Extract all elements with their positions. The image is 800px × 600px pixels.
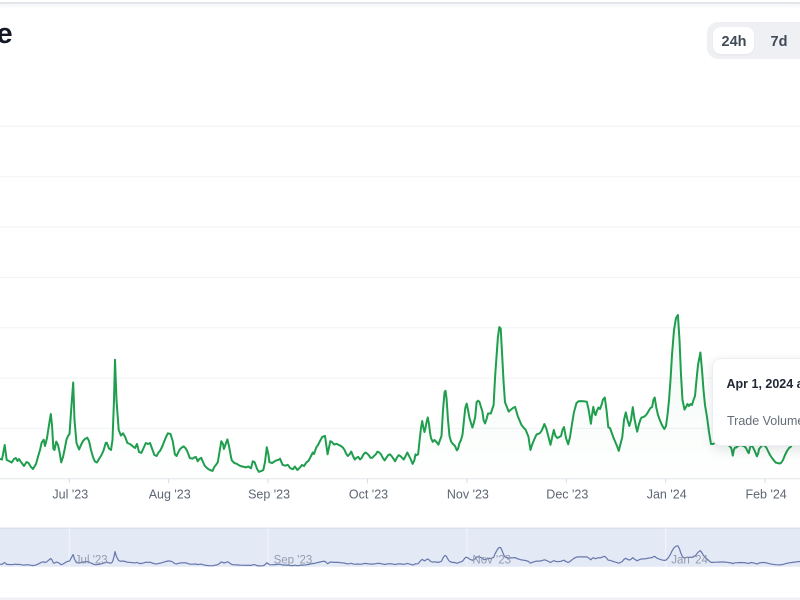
svg-text:Aug '23: Aug '23 (149, 488, 191, 502)
svg-text:Sep '23: Sep '23 (248, 488, 290, 502)
svg-text:Jul '23: Jul '23 (52, 488, 88, 502)
svg-text:Jan '24: Jan '24 (647, 488, 687, 502)
svg-text:Jul '23: Jul '23 (75, 555, 108, 567)
svg-text:Nov '23: Nov '23 (447, 488, 489, 502)
svg-text:Jan '24: Jan '24 (671, 555, 708, 567)
svg-text:Nov '23: Nov '23 (472, 555, 511, 567)
svg-text:Feb '24: Feb '24 (745, 488, 786, 502)
svg-text:Sep '23: Sep '23 (274, 555, 313, 567)
svg-text:Dec '23: Dec '23 (546, 488, 588, 502)
svg-text:Oct '23: Oct '23 (349, 488, 388, 502)
